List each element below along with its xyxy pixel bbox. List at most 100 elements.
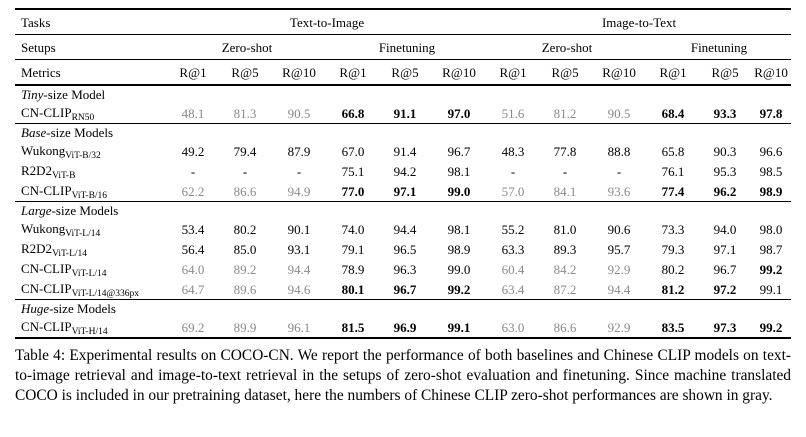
value-cell: 85.0 [233,241,257,257]
group-title-rest: -size Models [51,203,119,218]
value-cell: 73.3 [661,221,685,237]
value-cell: 64.0 [181,261,205,277]
metric-header-1: R@5 [219,59,271,86]
metric-header-8: R@10 [591,59,648,86]
setup-zero-shot-t2i: Zero-shot [167,34,327,60]
model-name-cell: CN-CLIPViT-H/14 [15,317,167,339]
value-cell: 90.5 [607,105,631,121]
value-cell: 84.1 [553,183,577,199]
tasks-header-row: Tasks Text-to-Image Image-to-Text [15,8,792,35]
group-title: Tiny-size Model [15,85,791,103]
value-cell: - [562,163,568,179]
value-cell: 75.1 [341,163,365,179]
model-variant: ViT-L/14 [65,228,101,239]
value-cell: 79.1 [341,241,365,257]
value-cell: 62.2 [181,183,205,199]
model-name-cell: CN-CLIPRN50 [15,103,167,124]
value-cell: 92.9 [607,261,631,277]
value-cell: 63.3 [501,241,525,257]
value-cell: 90.1 [287,221,311,237]
metrics-label: Metrics [15,59,167,86]
value-cell: 93.6 [607,183,631,199]
value-cell: 57.0 [501,183,525,199]
value-cell: 97.2 [713,281,737,297]
group-header-row: Tiny-size Model [15,85,791,103]
metric-header-0: R@1 [167,59,219,86]
value-cell: 87.2 [553,281,577,297]
model-name-cell: CN-CLIPViT-L/14 [15,259,167,279]
metric-header-2: R@10 [271,59,327,86]
value-cell: 78.9 [341,261,365,277]
value-cell: 77.8 [553,143,577,159]
model-name: Wukong [21,220,66,236]
value-cell: 80.2 [233,221,257,237]
value-cell: 94.4 [607,281,631,297]
model-name: Wukong [21,142,66,158]
group-title: Large-size Models [15,201,792,219]
tasks-label: Tasks [15,8,167,35]
task-image-to-text: Image-to-Text [487,8,792,35]
value-cell: 76.1 [661,163,685,179]
value-cell: 63.0 [487,317,540,339]
value-cell: 99.2 [759,261,783,277]
value-cell: 98.5 [759,163,783,179]
model-variant: ViT-H/14 [71,326,108,337]
value-cell: 96.7 [447,143,471,159]
table-row: CN-CLIPRN50 48.1 81.3 90.5 66.8 91.1 97.0 51.6 8… [15,103,791,124]
value-cell: 51.6 [501,105,525,121]
table-row: CN-CLIPViT-L/14@336px 64.7 89.6 94.6 80.1 96.… [15,279,791,300]
model-variant: ViT-B [52,170,76,181]
value-cell: 92.9 [591,317,648,339]
value-cell: 91.1 [393,105,417,121]
group-header-row: Huge-size Models [15,299,792,317]
metric-header-5: R@10 [431,59,488,86]
value-cell: 98.9 [759,183,783,199]
value-cell: 89.9 [219,317,271,339]
value-cell: 81.3 [233,105,257,121]
metric-header-3: R@1 [327,59,379,86]
model-name: R2D2 [21,162,53,178]
value-cell: 77.4 [661,183,685,199]
group-title-rest: -size Models [49,301,116,316]
value-cell: - [190,163,196,179]
value-cell: 99.0 [447,261,471,277]
setup-finetuning-t2i: Finetuning [327,34,488,60]
model-name-cell: R2D2ViT-L/14 [15,239,167,259]
model-variant: ViT-L/14 [52,248,88,259]
value-cell: 89.6 [233,281,257,297]
model-variant: RN50 [71,112,95,123]
table-row: CN-CLIPViT-B/16 62.2 86.6 94.9 77.0 97.1 99.0 5… [15,181,791,202]
value-cell: 98.0 [759,221,783,237]
value-cell: 99.2 [447,281,471,297]
value-cell: 98.9 [447,241,471,257]
value-cell: 80.1 [341,281,365,297]
value-cell: - [616,163,622,179]
value-cell: 55.2 [501,221,525,237]
model-variant: ViT-L/14@336px [71,288,140,299]
model-name-cell: CN-CLIPViT-L/14@336px [15,279,167,300]
group-header-row: Large-size Models [15,201,792,219]
value-cell: 89.3 [553,241,577,257]
value-cell: 66.8 [341,105,365,121]
model-name: CN-CLIP [21,104,72,120]
value-cell: 56.4 [181,241,205,257]
table-row: CN-CLIPViT-H/14 69.2 89.9 96.1 81.5 96.9 99.1 6… [15,317,792,339]
value-cell: 94.4 [287,261,311,277]
model-name-cell: CN-CLIPViT-B/16 [15,181,167,202]
value-cell: 63.4 [501,281,525,297]
value-cell: 96.6 [759,143,783,159]
metrics-header-row: Metrics R@1 R@5 R@10 R@1 R@5 R@10 R@1 R@5 R@10 R@… [15,59,792,86]
value-cell: 97.1 [393,183,417,199]
value-cell: 96.9 [379,317,431,339]
model-name: R2D2 [21,240,53,256]
value-cell: 81.2 [553,105,577,121]
group-title-size: Tiny [21,87,44,102]
table-row: WukongViT-B/32 49.2 79.4 87.9 67.0 91.4 96.7 48… [15,141,791,161]
value-cell: 88.8 [607,143,631,159]
group-title: Huge-size Models [15,299,792,317]
value-cell: 77.0 [341,183,365,199]
metric-header-11: R@10 [751,59,792,86]
value-cell: 90.6 [607,221,631,237]
metric-header-4: R@5 [379,59,431,86]
value-cell: 94.9 [287,183,311,199]
